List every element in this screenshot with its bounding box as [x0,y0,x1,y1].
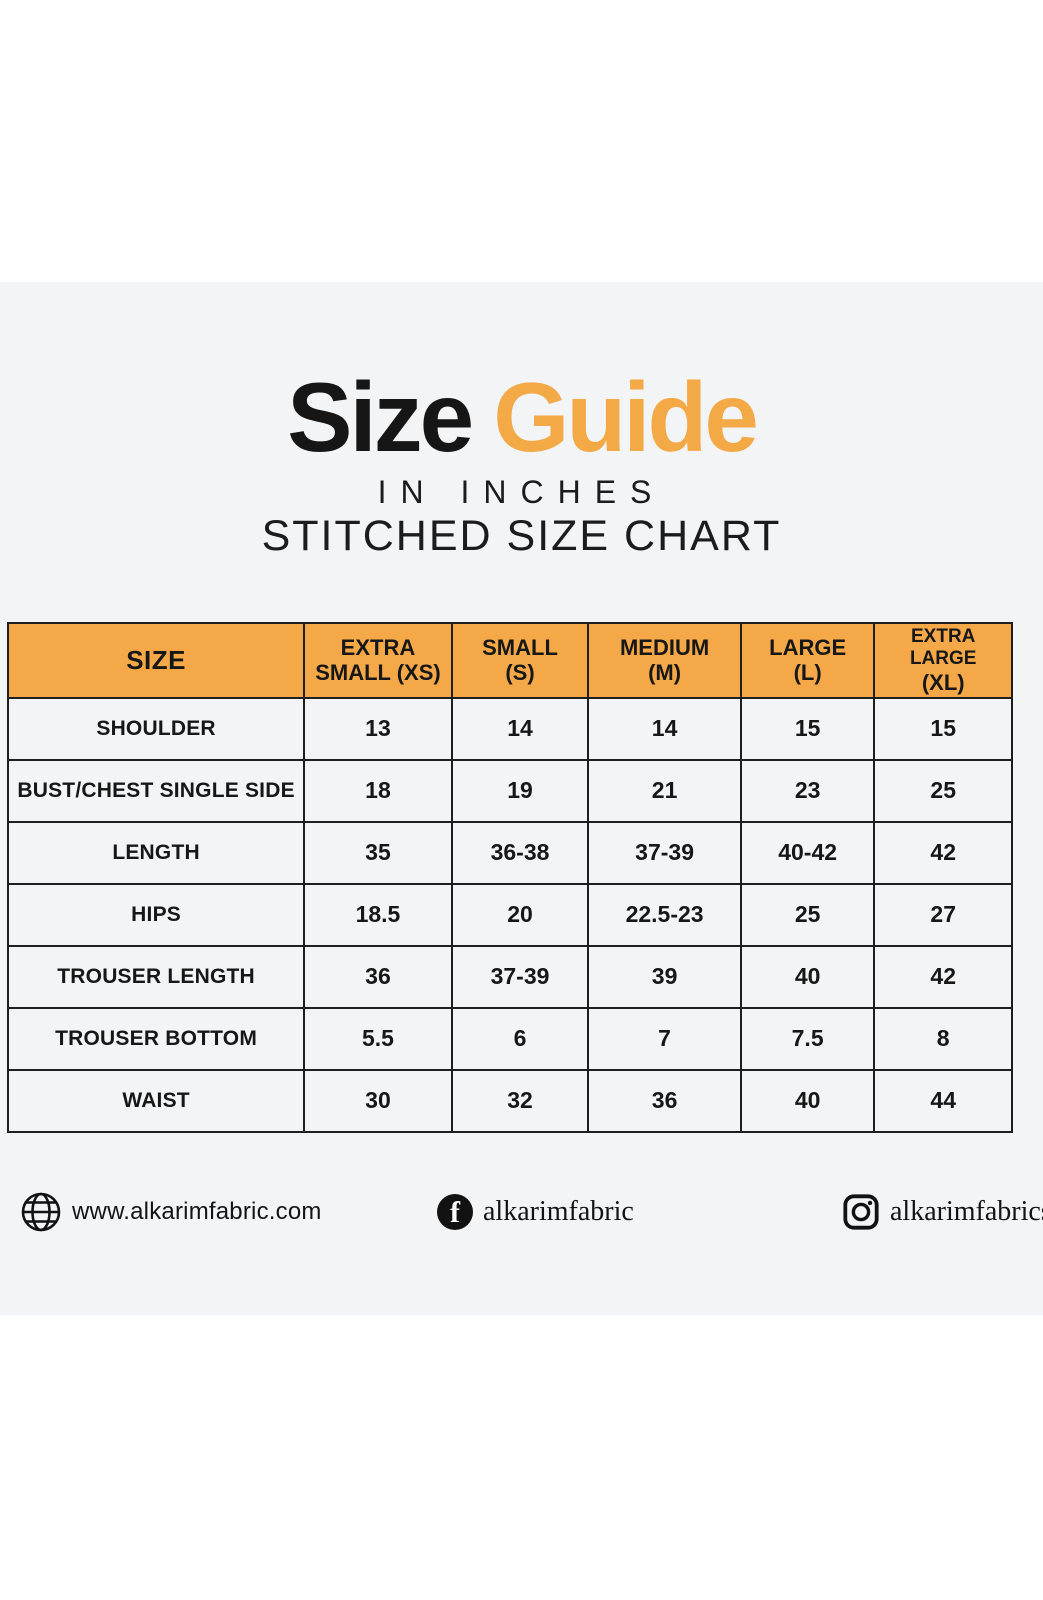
size-value-cell: 40 [739,944,876,1009]
size-value-cell: 15 [873,696,1013,761]
column-header-extra-large: EXTRA LARGE (XL) [873,622,1013,699]
size-value-cell: 25 [739,882,876,947]
column-header-medium: MEDIUM (M) [587,622,742,699]
size-value-cell: 36 [303,944,453,1009]
size-value-cell: 36 [587,1068,742,1133]
size-value-cell: 13 [303,696,453,761]
size-value-cell: 37-39 [587,820,742,885]
size-chart-table: SIZE EXTRA SMALL (XS) SMALL (S) MEDIUM (… [6,622,1013,1133]
size-value-cell: 18 [303,758,453,823]
table-row-shoulder: SHOULDER 13 14 14 15 15 [6,696,1013,761]
subtitle-chart-type: STITCHED SIZE CHART [261,512,782,560]
row-label: BUST/CHEST SINGLE SIDE [6,758,306,823]
subtitle-units: IN INCHES [377,474,666,510]
size-value-cell: 25 [873,758,1013,823]
instagram-handle: alkarimfabrics [890,1196,1043,1227]
row-label: HIPS [6,882,306,947]
column-header-large: LARGE (L) [739,622,876,699]
column-header-size: SIZE [6,622,306,699]
size-value-cell: 21 [587,758,742,823]
column-header-small: SMALL (S) [450,622,590,699]
table-row-hips: HIPS 18.5 20 22.5-23 25 27 [6,882,1013,947]
size-value-cell: 40-42 [739,820,876,885]
instagram-icon [843,1194,879,1230]
table-row-trouser-bottom: TROUSER BOTTOM 5.5 6 7 7.5 8 [6,1006,1013,1071]
size-value-cell: 35 [303,820,453,885]
globe-icon [21,1192,61,1232]
size-value-cell: 7.5 [739,1006,876,1071]
footer-facebook: f alkarimfabric [437,1190,634,1234]
size-value-cell: 14 [450,696,590,761]
facebook-icon: f [437,1194,473,1230]
title-word-size: Size [287,362,474,472]
page-title: Size Guide [0,368,1043,466]
footer-instagram: alkarimfabrics [842,1190,1043,1234]
facebook-handle: alkarimfabric [483,1196,634,1227]
size-value-cell: 20 [450,882,590,947]
row-label: TROUSER LENGTH [6,944,306,1009]
size-value-cell: 6 [450,1006,590,1071]
table-row-bust-chest: BUST/CHEST SINGLE SIDE 18 19 21 23 25 [6,758,1013,823]
size-value-cell: 42 [873,944,1013,1009]
table-row-length: LENGTH 35 36-38 37-39 40-42 42 [6,820,1013,885]
table-header-row: SIZE EXTRA SMALL (XS) SMALL (S) MEDIUM (… [6,622,1013,699]
size-value-cell: 32 [450,1068,590,1133]
size-value-cell: 42 [873,820,1013,885]
size-value-cell: 37-39 [450,944,590,1009]
row-label: TROUSER BOTTOM [6,1006,306,1071]
title-word-guide: Guide [493,362,759,472]
size-value-cell: 18.5 [303,882,453,947]
column-header-extra-small: EXTRA SMALL (XS) [303,622,453,699]
size-value-cell: 22.5-23 [587,882,742,947]
size-value-cell: 40 [739,1068,876,1133]
row-label: LENGTH [6,820,306,885]
size-value-cell: 19 [450,758,590,823]
size-value-cell: 23 [739,758,876,823]
website-url: www.alkarimfabric.com [72,1198,322,1225]
row-label: WAIST [6,1068,306,1133]
size-value-cell: 39 [587,944,742,1009]
size-value-cell: 15 [739,696,876,761]
size-value-cell: 36-38 [450,820,590,885]
size-value-cell: 44 [873,1068,1013,1133]
table-row-waist: WAIST 30 32 36 40 44 [6,1068,1013,1133]
size-value-cell: 8 [873,1006,1013,1071]
size-value-cell: 27 [873,882,1013,947]
footer-website: www.alkarimfabric.com [20,1190,322,1234]
table-row-trouser-length: TROUSER LENGTH 36 37-39 39 40 42 [6,944,1013,1009]
size-value-cell: 7 [587,1006,742,1071]
row-label: SHOULDER [6,696,306,761]
size-value-cell: 14 [587,696,742,761]
facebook-f-glyph: f [450,1195,460,1229]
size-value-cell: 30 [303,1068,453,1133]
size-value-cell: 5.5 [303,1006,453,1071]
